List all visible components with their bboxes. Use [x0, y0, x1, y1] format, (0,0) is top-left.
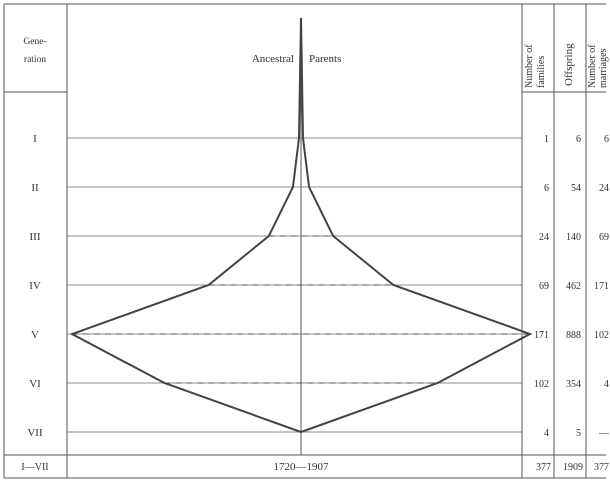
generation-column-header-line1: Gene- — [23, 37, 46, 47]
generation-label: V — [31, 329, 39, 341]
generation-label: VI — [29, 378, 41, 390]
generation-label: II — [31, 182, 39, 194]
offspring-value: 140 — [566, 232, 581, 243]
ancestral-label: Ancestral — [252, 53, 294, 65]
marriages-value: 171 — [594, 281, 609, 292]
marriages-value: 4 — [604, 379, 609, 390]
diagram-outline-left — [69, 17, 302, 433]
offspring-value: 54 — [571, 183, 581, 194]
marriages-value: 24 — [599, 183, 609, 194]
offspring-value: 462 — [566, 281, 581, 292]
generation-label: VII — [27, 427, 43, 439]
generation-label: IV — [29, 280, 41, 292]
marriages-value: 69 — [599, 232, 609, 243]
total-generation-label: I—VII — [21, 462, 48, 473]
total-marriages: 377 — [594, 462, 609, 473]
families-value: 4 — [544, 428, 549, 439]
parents-label: Parents — [309, 53, 341, 65]
families-column-header-line1: Number of — [524, 44, 535, 88]
marriages-value: 6 — [604, 134, 609, 145]
offspring-value: 354 — [566, 379, 581, 390]
offspring-value: 5 — [576, 428, 581, 439]
generation-label: III — [30, 231, 41, 243]
families-value: 1 — [544, 134, 549, 145]
families-value: 102 — [534, 379, 549, 390]
families-value: 171 — [534, 330, 549, 341]
families-value: 24 — [539, 232, 549, 243]
generation-label: I — [33, 133, 37, 145]
lineage-diagram — [69, 17, 533, 455]
marriages-column-header-line1: Number of — [587, 44, 598, 88]
families-value: 6 — [544, 183, 549, 194]
offspring-column-header: Offspring — [563, 43, 575, 86]
table-frame — [3, 3, 606, 479]
totals-row: I—VII 1720—1907 377 1909 377 — [21, 461, 609, 473]
marriages-column-header-line2: marriages — [598, 48, 609, 88]
offspring-value: 888 — [566, 330, 581, 341]
total-families: 377 — [536, 462, 551, 473]
generation-column-header-line2: ration — [24, 55, 46, 65]
marriages-value: — — [598, 428, 610, 439]
total-offspring: 1909 — [563, 462, 583, 473]
header: Gene- ration Ancestral Parents Number of… — [23, 37, 609, 88]
diagram-outline-right — [300, 17, 533, 433]
marriages-value: 102 — [594, 330, 609, 341]
period-label: 1720—1907 — [274, 461, 330, 473]
offspring-value: 6 — [576, 134, 581, 145]
families-column-header-line2: families — [536, 56, 547, 88]
families-value: 69 — [539, 281, 549, 292]
